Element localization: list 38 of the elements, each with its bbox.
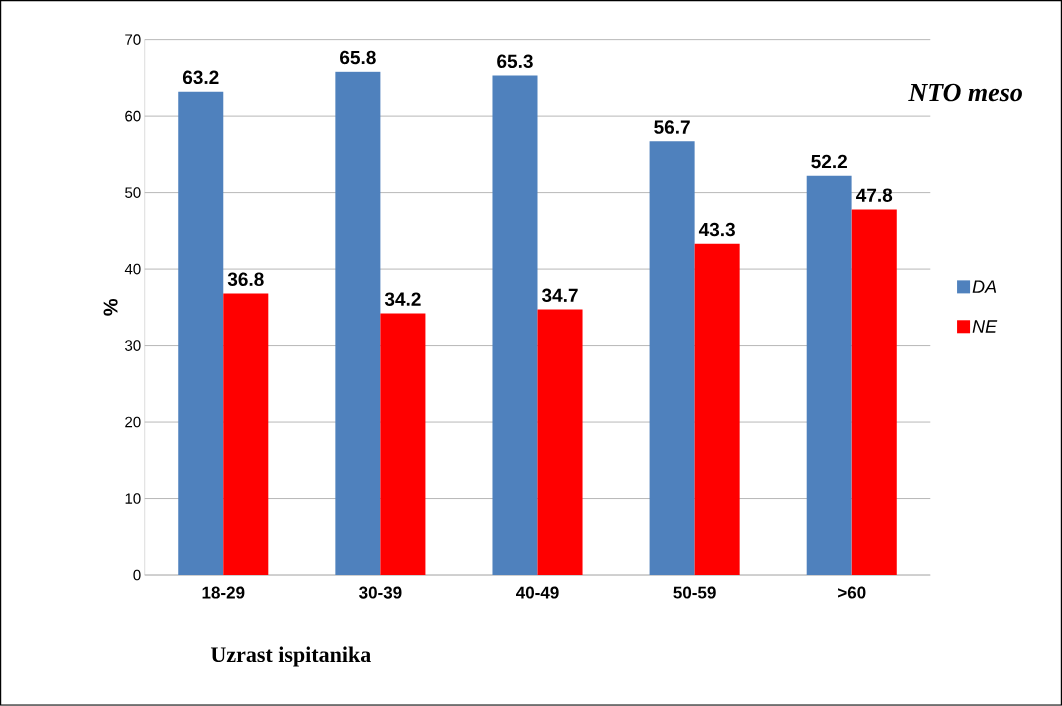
- bar: [806, 175, 852, 576]
- data-label: 56.7: [654, 120, 690, 134]
- x-tick-label: 30-39: [359, 586, 402, 599]
- x-axis-title: Uzrast ispitanika: [210, 646, 371, 667]
- text: NTO meso: [908, 83, 1022, 102]
- y-tick-label: 30: [125, 340, 141, 352]
- bar: [492, 75, 538, 576]
- y-tick-label: 0: [133, 569, 141, 581]
- data-label: 34.2: [384, 292, 421, 307]
- y-axis-title: %: [103, 299, 118, 316]
- bar: [380, 313, 426, 576]
- y-tick-label: 60: [125, 110, 141, 122]
- bar: [335, 71, 381, 576]
- y-tick-label: 20: [125, 416, 141, 428]
- bar: [694, 243, 740, 576]
- x-tick-label: 50-59: [673, 586, 716, 599]
- y-tick-label: 70: [125, 34, 141, 46]
- data-label: 43.3: [698, 222, 735, 237]
- data-label: 52.2: [811, 154, 847, 169]
- x-tick-label: 40-49: [516, 586, 559, 599]
- data-label: 63.2: [182, 70, 219, 85]
- data-label: 65.8: [340, 50, 376, 65]
- legend-label: DA: [972, 280, 997, 293]
- x-tick-label: >60: [838, 586, 866, 599]
- bar: [537, 309, 583, 576]
- data-label: 47.8: [856, 188, 893, 203]
- y-tick-label: 50: [125, 187, 141, 199]
- bar: [851, 209, 897, 576]
- bar: [178, 91, 224, 576]
- bar: [649, 141, 695, 576]
- data-label: 65.3: [497, 54, 533, 69]
- y-tick-label: 40: [124, 263, 141, 275]
- y-tick-label: 10: [125, 493, 141, 504]
- data-label: 34.7: [541, 288, 578, 303]
- bar: [223, 293, 269, 576]
- data-label: 36.8: [227, 272, 264, 287]
- x-tick-label: 18-29: [202, 586, 245, 599]
- legend-label: NE: [972, 320, 998, 333]
